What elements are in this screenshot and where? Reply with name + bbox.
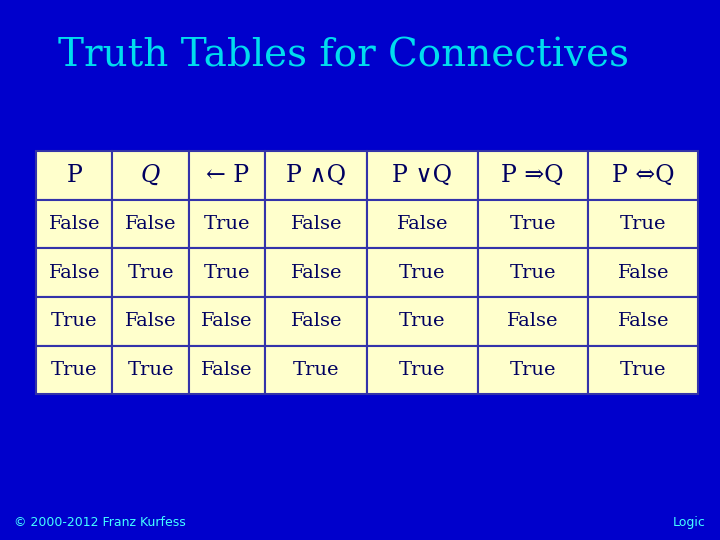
- Text: False: False: [48, 215, 100, 233]
- FancyBboxPatch shape: [189, 297, 265, 346]
- Text: False: False: [290, 264, 342, 282]
- FancyBboxPatch shape: [36, 297, 112, 346]
- Text: True: True: [204, 264, 251, 282]
- Text: False: False: [202, 312, 253, 330]
- Text: False: False: [618, 312, 669, 330]
- Text: False: False: [125, 312, 176, 330]
- FancyBboxPatch shape: [477, 248, 588, 297]
- Text: True: True: [399, 264, 446, 282]
- Text: False: False: [397, 215, 448, 233]
- FancyBboxPatch shape: [265, 248, 367, 297]
- Text: P ∧Q: P ∧Q: [286, 164, 346, 187]
- Text: False: False: [48, 264, 100, 282]
- Text: Truth Tables for Connectives: Truth Tables for Connectives: [58, 38, 629, 75]
- Text: © 2000-2012 Franz Kurfess: © 2000-2012 Franz Kurfess: [14, 516, 186, 529]
- FancyBboxPatch shape: [588, 151, 698, 200]
- Text: False: False: [290, 215, 342, 233]
- Text: True: True: [620, 361, 667, 379]
- Text: True: True: [51, 361, 97, 379]
- FancyBboxPatch shape: [36, 151, 112, 200]
- FancyBboxPatch shape: [265, 346, 367, 394]
- Text: False: False: [202, 361, 253, 379]
- Text: True: True: [399, 312, 446, 330]
- FancyBboxPatch shape: [588, 297, 698, 346]
- Text: True: True: [510, 264, 556, 282]
- Text: False: False: [290, 312, 342, 330]
- Text: True: True: [510, 361, 556, 379]
- FancyBboxPatch shape: [36, 248, 112, 297]
- Text: ← P: ← P: [205, 164, 248, 187]
- Text: P ⇒Q: P ⇒Q: [502, 164, 564, 187]
- FancyBboxPatch shape: [36, 200, 112, 248]
- FancyBboxPatch shape: [265, 200, 367, 248]
- Text: Logic: Logic: [672, 516, 706, 529]
- FancyBboxPatch shape: [477, 200, 588, 248]
- Text: False: False: [618, 264, 669, 282]
- Text: P ∨Q: P ∨Q: [392, 164, 452, 187]
- FancyBboxPatch shape: [367, 297, 477, 346]
- FancyBboxPatch shape: [36, 346, 112, 394]
- FancyBboxPatch shape: [189, 248, 265, 297]
- FancyBboxPatch shape: [367, 248, 477, 297]
- Text: True: True: [399, 361, 446, 379]
- FancyBboxPatch shape: [265, 297, 367, 346]
- Text: True: True: [51, 312, 97, 330]
- Text: True: True: [620, 215, 667, 233]
- Text: True: True: [510, 215, 556, 233]
- FancyBboxPatch shape: [477, 346, 588, 394]
- Text: P ⇔Q: P ⇔Q: [612, 164, 675, 187]
- FancyBboxPatch shape: [588, 200, 698, 248]
- FancyBboxPatch shape: [367, 200, 477, 248]
- FancyBboxPatch shape: [588, 248, 698, 297]
- Text: True: True: [127, 264, 174, 282]
- FancyBboxPatch shape: [112, 151, 189, 200]
- FancyBboxPatch shape: [588, 346, 698, 394]
- FancyBboxPatch shape: [477, 151, 588, 200]
- FancyBboxPatch shape: [189, 346, 265, 394]
- FancyBboxPatch shape: [189, 151, 265, 200]
- Text: False: False: [125, 215, 176, 233]
- Text: False: False: [507, 312, 559, 330]
- FancyBboxPatch shape: [265, 151, 367, 200]
- Text: Q: Q: [141, 164, 161, 187]
- Text: True: True: [127, 361, 174, 379]
- FancyBboxPatch shape: [477, 297, 588, 346]
- FancyBboxPatch shape: [112, 346, 189, 394]
- FancyBboxPatch shape: [112, 200, 189, 248]
- Text: True: True: [204, 215, 251, 233]
- FancyBboxPatch shape: [189, 200, 265, 248]
- Text: P: P: [66, 164, 82, 187]
- FancyBboxPatch shape: [367, 346, 477, 394]
- FancyBboxPatch shape: [367, 151, 477, 200]
- FancyBboxPatch shape: [112, 297, 189, 346]
- FancyBboxPatch shape: [112, 248, 189, 297]
- Text: True: True: [293, 361, 340, 379]
